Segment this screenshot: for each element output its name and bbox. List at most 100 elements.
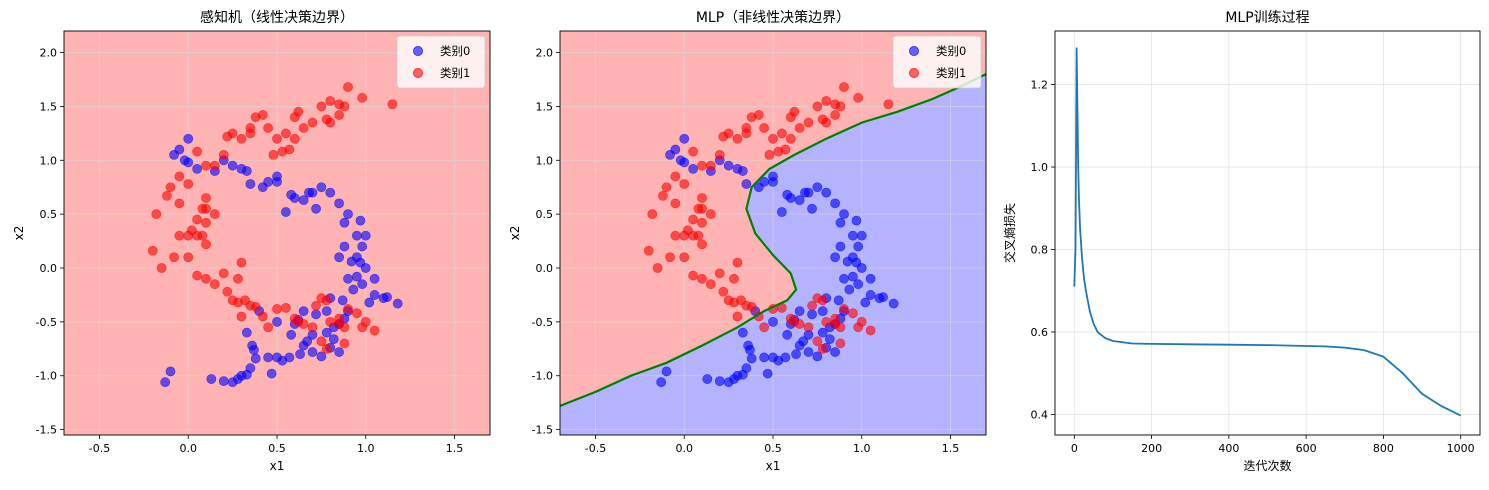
point-class1 bbox=[812, 336, 823, 347]
point-class0 bbox=[298, 340, 309, 351]
point-class0 bbox=[298, 195, 309, 206]
point-class0 bbox=[741, 363, 752, 374]
point-class1 bbox=[821, 96, 832, 106]
x-tick-label: 200 bbox=[1141, 442, 1162, 455]
y-axis-label: x2 bbox=[508, 226, 522, 241]
point-class1 bbox=[369, 325, 380, 336]
point-class0 bbox=[351, 230, 362, 241]
point-class0 bbox=[236, 163, 247, 174]
point-class0 bbox=[357, 279, 368, 290]
point-class0 bbox=[343, 209, 353, 220]
x-axis-label: x1 bbox=[270, 459, 285, 473]
point-class1 bbox=[250, 301, 261, 312]
point-class0 bbox=[888, 298, 899, 309]
point-class1 bbox=[847, 308, 858, 319]
point-class1 bbox=[209, 209, 220, 220]
x-tick-label: 1000 bbox=[1447, 442, 1475, 455]
point-class0 bbox=[741, 179, 752, 189]
point-class1 bbox=[280, 128, 291, 139]
point-class0 bbox=[847, 230, 858, 241]
point-class0 bbox=[321, 306, 332, 317]
legend-marker-class0 bbox=[908, 45, 920, 57]
point-class1 bbox=[298, 319, 309, 329]
point-class0 bbox=[286, 329, 297, 340]
point-class0 bbox=[325, 187, 336, 198]
point-class1 bbox=[321, 114, 332, 125]
x-tick-label: -0.5 bbox=[89, 442, 110, 455]
point-class0 bbox=[794, 306, 805, 317]
chart-title: MLP训练过程 bbox=[1225, 10, 1309, 26]
point-class0 bbox=[812, 182, 823, 193]
point-class0 bbox=[192, 163, 203, 174]
point-class1 bbox=[339, 322, 350, 333]
point-class1 bbox=[732, 257, 743, 268]
point-class0 bbox=[360, 230, 371, 241]
point-class1 bbox=[222, 286, 233, 297]
legend: 类别0 类别1 bbox=[892, 35, 982, 89]
point-class0 bbox=[856, 230, 867, 241]
point-class0 bbox=[266, 368, 277, 379]
y-tick-label: 0.5 bbox=[536, 208, 554, 221]
point-class1 bbox=[284, 144, 295, 155]
point-class1 bbox=[817, 295, 828, 306]
point-class0 bbox=[250, 353, 261, 364]
point-class1 bbox=[151, 209, 162, 220]
point-class1 bbox=[162, 190, 172, 201]
point-class0 bbox=[348, 284, 359, 295]
point-class0 bbox=[853, 241, 864, 252]
point-class1 bbox=[776, 128, 787, 139]
point-class0 bbox=[183, 133, 194, 144]
point-class0 bbox=[830, 198, 841, 209]
point-class0 bbox=[311, 309, 321, 320]
point-class0 bbox=[369, 273, 380, 284]
point-class1 bbox=[830, 313, 841, 324]
point-class1 bbox=[169, 252, 179, 263]
point-class1 bbox=[661, 182, 672, 193]
y-tick-label: 0.5 bbox=[40, 208, 58, 221]
point-class0 bbox=[817, 306, 828, 317]
point-class1 bbox=[714, 149, 725, 160]
x-tick-label: -0.5 bbox=[585, 442, 606, 455]
point-class1 bbox=[321, 343, 332, 354]
point-class1 bbox=[387, 99, 398, 110]
point-class1 bbox=[316, 101, 327, 112]
point-class1 bbox=[201, 193, 211, 203]
x-tick-label: 0 bbox=[1071, 442, 1078, 455]
chart-title: MLP（非线性决策边界） bbox=[696, 9, 850, 26]
point-class1 bbox=[316, 336, 327, 347]
point-class1 bbox=[339, 101, 350, 112]
legend-label: 类别0 bbox=[440, 44, 470, 58]
y-tick-label: -1.5 bbox=[532, 424, 553, 437]
point-class0 bbox=[307, 347, 318, 357]
y-tick-label: 0.8 bbox=[1031, 243, 1049, 256]
point-class0 bbox=[782, 329, 793, 340]
point-class1 bbox=[307, 322, 318, 333]
point-class0 bbox=[328, 334, 339, 345]
legend-label: 类别0 bbox=[936, 44, 966, 58]
chart-2: -0.5 0.0 0.5 1.0 1.5 -1.5 -1.0 -0.5 0.0 0.5 1.0 1.5… bbox=[508, 9, 987, 473]
point-class1 bbox=[236, 311, 247, 322]
point-class0 bbox=[206, 374, 217, 384]
legend-label: 类别1 bbox=[440, 66, 470, 80]
point-class0 bbox=[759, 352, 770, 363]
point-class1 bbox=[697, 239, 707, 250]
point-class0 bbox=[865, 290, 876, 300]
point-class1 bbox=[697, 193, 707, 203]
point-class0 bbox=[791, 349, 801, 360]
point-class1 bbox=[785, 133, 796, 144]
point-class1 bbox=[693, 230, 704, 241]
point-class1 bbox=[236, 257, 247, 268]
point-class1 bbox=[812, 101, 823, 112]
y-tick-label: -1.0 bbox=[532, 370, 553, 383]
legend-marker-class1 bbox=[908, 67, 920, 79]
point-class1 bbox=[307, 117, 318, 128]
point-class1 bbox=[268, 149, 279, 160]
point-class1 bbox=[321, 295, 332, 306]
y-tick-label: 0.0 bbox=[536, 262, 554, 275]
point-class1 bbox=[192, 270, 203, 281]
point-class1 bbox=[670, 230, 681, 241]
point-class0 bbox=[794, 340, 805, 351]
point-class0 bbox=[337, 295, 348, 306]
point-class1 bbox=[718, 286, 729, 297]
point-class0 bbox=[679, 133, 690, 144]
